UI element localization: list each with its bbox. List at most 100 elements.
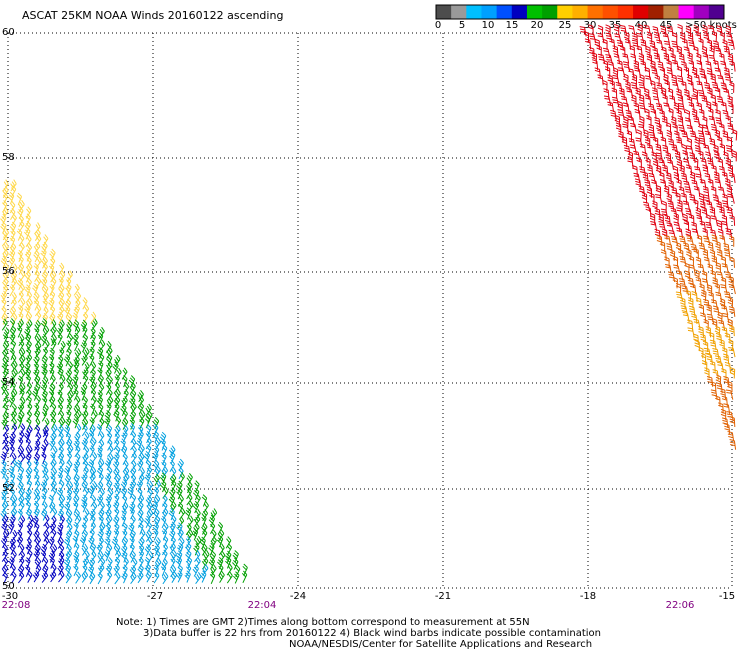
wind-barb [137, 452, 145, 465]
wind-barb [49, 382, 56, 396]
wind-barb [120, 438, 126, 451]
wind-barb [97, 458, 105, 471]
wind-barb [35, 256, 42, 269]
wind-barb [74, 348, 82, 361]
wind-barb [25, 290, 33, 303]
wind-barb [633, 172, 641, 184]
wind-barb [0, 382, 8, 395]
wind-barb [129, 389, 137, 402]
wind-barb [90, 480, 98, 494]
wind-barb [10, 409, 18, 422]
wind-barb [41, 395, 48, 409]
colorbar-swatch [511, 5, 528, 19]
wind-barb [2, 270, 10, 283]
wind-barb [671, 74, 678, 86]
wind-barb [0, 535, 8, 549]
wind-barb [91, 395, 97, 408]
wind-barb [11, 417, 17, 430]
wind-barb [98, 360, 104, 373]
wind-barb [674, 150, 681, 162]
wind-barb [27, 570, 33, 583]
wind-barb [81, 563, 88, 576]
wind-barb [622, 123, 630, 134]
wind-barb [720, 101, 728, 113]
wind-barb [688, 305, 696, 317]
wind-barb [18, 361, 25, 374]
wind-barb [685, 25, 692, 37]
wind-barb [729, 439, 737, 450]
wind-barb [65, 437, 73, 451]
wind-barb [635, 87, 641, 99]
wind-barb [671, 32, 678, 44]
wind-barb [646, 53, 653, 65]
wind-barb [89, 466, 97, 479]
wind-barb [82, 333, 89, 346]
wind-barb [623, 31, 630, 44]
wind-barb [129, 410, 137, 423]
wind-barb [48, 353, 55, 367]
wind-barb [218, 563, 224, 576]
wind-barb [147, 551, 154, 564]
colorbar-swatch [526, 5, 543, 19]
wind-barb [26, 479, 33, 492]
wind-barb [57, 431, 64, 444]
wind-barb [200, 570, 207, 583]
wind-barb [170, 556, 176, 569]
wind-barb [709, 339, 717, 351]
wind-barb [692, 88, 699, 100]
wind-barb [703, 235, 711, 246]
wind-barb [687, 277, 695, 289]
wind-barb [74, 325, 81, 338]
wind-barb [616, 59, 623, 71]
wind-barb [612, 67, 619, 79]
wind-barb [612, 45, 619, 57]
wind-barb [711, 234, 718, 246]
wind-barb [120, 479, 128, 492]
wind-barb [87, 459, 95, 472]
wind-barb [153, 515, 161, 528]
wind-barb [25, 437, 31, 450]
wind-barb [688, 213, 695, 226]
wind-barb [17, 529, 23, 543]
wind-barb [160, 563, 167, 577]
wind-barb [113, 480, 120, 493]
wind-barb [96, 494, 104, 507]
wind-barb [602, 38, 608, 50]
wind-barb [176, 522, 183, 535]
wind-barb [98, 339, 106, 352]
wind-barb [11, 423, 18, 436]
wind-barb [66, 375, 73, 388]
wind-barb [161, 466, 169, 479]
wind-barb [185, 523, 192, 536]
wind-barb [617, 109, 625, 120]
wind-barb [19, 270, 26, 283]
wind-barb [81, 522, 87, 535]
wind-barb [73, 283, 80, 296]
wind-barb [633, 150, 641, 162]
wind-barb [698, 192, 705, 205]
wind-barb [631, 39, 639, 51]
wind-barb [1, 500, 9, 513]
wind-barb [25, 311, 33, 324]
colorbar-swatch [436, 5, 452, 19]
wind-barb [729, 214, 736, 226]
wind-barb [2, 474, 9, 487]
wind-barb [185, 536, 192, 549]
wind-barb [718, 319, 725, 331]
wind-barb [57, 522, 64, 535]
colorbar-label: 10 [481, 20, 495, 31]
wind-barb [641, 192, 648, 204]
wind-barb [88, 571, 96, 585]
wind-barb [43, 430, 49, 443]
wind-barb [58, 494, 66, 507]
wind-barb [81, 353, 88, 366]
wind-barb [50, 544, 58, 557]
wind-barb [699, 220, 706, 232]
wind-barb [9, 347, 15, 361]
wind-barb [707, 263, 714, 275]
colorbar-border [435, 4, 725, 20]
wind-barb [146, 536, 153, 549]
wind-barb [194, 535, 202, 548]
wind-barb [43, 536, 50, 549]
wind-barb [162, 444, 168, 457]
